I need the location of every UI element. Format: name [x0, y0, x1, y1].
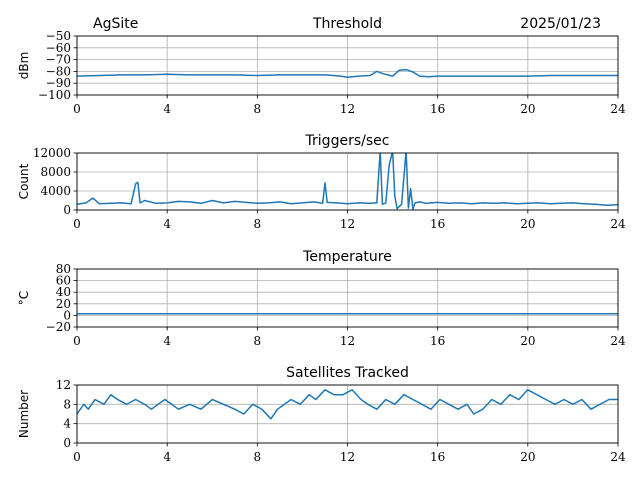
satellites-ytick-label: 0 [63, 436, 71, 450]
satellites-ytick-label: 12 [56, 378, 71, 392]
temperature-xtick-label: 20 [520, 334, 535, 348]
temperature-ytick-label: 80 [56, 262, 71, 276]
satellites-xtick-label: 24 [610, 450, 626, 464]
satellites-xtick-label: 20 [520, 450, 535, 464]
threshold-ytick-label: −70 [46, 53, 71, 67]
threshold-xtick-label: 24 [610, 102, 626, 116]
temperature-ytick-label: 40 [56, 285, 71, 299]
satellites-xtick-label: 12 [340, 450, 355, 464]
threshold-xtick-label: 0 [73, 102, 81, 116]
threshold-ylabel: dBm [17, 52, 31, 80]
triggers-xtick-label: 8 [254, 217, 262, 231]
panel-threshold: 0 4 8 12 16 20 24 −100−90−80−70−60−50 Threshold d… [17, 16, 626, 116]
satellites-xtick-label: 0 [73, 450, 81, 464]
triggers-xtick-label: 4 [163, 217, 171, 231]
triggers-xtick-label: 24 [610, 217, 626, 231]
threshold-title: Threshold [312, 16, 382, 32]
panel-triggers: 0 4 8 12 16 20 24 0 4000 8000 12000 Triggers/sec Cou… [17, 133, 626, 231]
threshold-xtick-label: 20 [520, 102, 535, 116]
triggers-ytick-label: 8000 [40, 165, 71, 179]
triggers-series-line [77, 153, 618, 210]
temperature-xtick-label: 0 [73, 334, 81, 348]
satellites-xtick-label: 4 [163, 450, 171, 464]
satellites-ytick-label: 4 [63, 417, 71, 431]
temperature-ytick-label: 60 [56, 274, 71, 288]
site-name: AgSite [93, 16, 138, 32]
triggers-ylabel: Count [17, 163, 31, 199]
triggers-title: Triggers/sec [305, 133, 390, 149]
satellites-ylabel: Number [17, 390, 31, 438]
temperature-ylabel: °C [17, 291, 31, 305]
satellites-xtick-label: 16 [430, 450, 445, 464]
threshold-xtick-label: 16 [430, 102, 445, 116]
triggers-ytick-label: 0 [63, 203, 71, 217]
triggers-ytick-label: 12000 [33, 146, 71, 160]
temperature-title: Temperature [302, 249, 392, 265]
triggers-xtick-label: 12 [340, 217, 355, 231]
temperature-xtick-label: 4 [163, 334, 171, 348]
triggers-xtick-label: 0 [73, 217, 81, 231]
threshold-ytick-label: −90 [46, 76, 71, 90]
satellites-xtick-label: 8 [254, 450, 262, 464]
threshold-ytick-label: −100 [38, 88, 71, 102]
date-label: 2025/01/23 [520, 16, 601, 32]
satellites-series-line [77, 389, 618, 420]
threshold-xtick-label: 12 [340, 102, 355, 116]
temperature-ytick-label: −20 [46, 320, 71, 334]
threshold-ytick-label: −60 [46, 41, 71, 55]
temperature-ytick-label: 0 [63, 308, 71, 322]
threshold-ytick-label: −50 [46, 29, 71, 43]
satellites-ytick-label: 8 [63, 397, 71, 411]
threshold-xtick-label: 4 [163, 102, 171, 116]
threshold-series-line [77, 68, 618, 79]
threshold-xtick-label: 8 [254, 102, 262, 116]
temperature-xtick-label: 24 [610, 334, 626, 348]
temperature-xtick-label: 8 [254, 334, 262, 348]
temperature-xtick-label: 12 [340, 334, 355, 348]
temperature-xtick-label: 16 [430, 334, 445, 348]
triggers-xtick-label: 20 [520, 217, 535, 231]
triggers-ytick-label: 4000 [40, 184, 71, 198]
satellites-title: Satellites Tracked [286, 365, 409, 381]
triggers-xtick-label: 16 [430, 217, 445, 231]
panel-satellites: 0 4 8 12 16 20 24 0 4 8 12 Satellites Tracked Number [17, 365, 626, 464]
threshold-ytick-label: −80 [46, 64, 71, 78]
temperature-ytick-label: 20 [56, 297, 71, 311]
